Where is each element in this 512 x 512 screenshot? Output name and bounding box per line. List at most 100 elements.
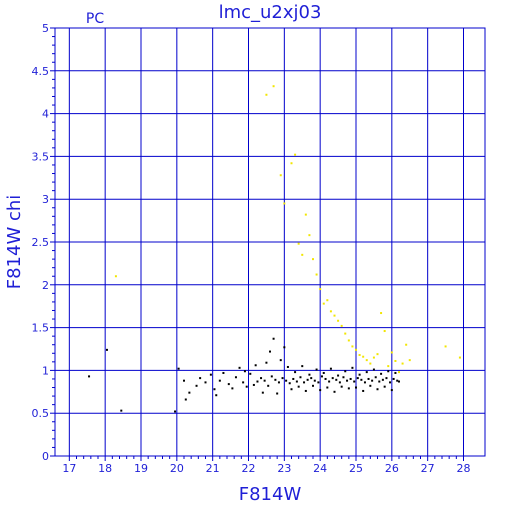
black-data-point [329,367,332,370]
black-data-point [294,371,297,374]
black-data-point [286,365,289,368]
black-data-point [328,380,331,383]
black-data-point [231,387,234,390]
black-data-point [274,378,277,381]
yellow-data-point [329,310,332,313]
black-data-point [310,377,313,380]
black-data-point [105,348,108,351]
black-data-point [342,376,345,379]
yellow-data-point [351,345,354,348]
x-tick-label: 25 [349,462,363,475]
yellow-data-point [365,359,368,362]
yellow-data-point [308,234,311,237]
black-data-point [276,392,279,395]
yellow-data-point [312,258,314,261]
corner-label: PC [86,11,104,27]
x-ticks-layer: 17 18 19 20 21 22 23 24 25 26 27 28 [62,456,471,475]
yellow-data-point [283,202,286,205]
yellow-data-point [347,339,350,342]
black-data-point [308,373,311,376]
y-tick-label: 1 [42,364,49,377]
black-data-point [385,377,388,380]
black-data-point [365,371,368,374]
black-data-point [215,394,218,397]
black-data-point [358,373,361,376]
black-data-point [188,391,191,394]
x-tick-label: 28 [457,462,471,475]
y-tick-label: 4.5 [32,65,50,78]
black-data-point [222,371,225,374]
yellow-data-point [272,85,275,88]
black-data-point [387,370,390,373]
black-data-point [337,374,340,377]
black-data-point [381,378,384,381]
black-data-point [277,381,280,384]
chart-title: lmc_u2xj03 [219,2,322,23]
black-data-point [283,346,286,349]
black-data-point [261,391,264,394]
black-data-point [265,361,268,364]
black-data-point [120,409,123,412]
black-data-point [349,377,352,380]
black-data-point [355,386,357,389]
yellow-data-point [380,312,383,315]
yellow-data-point [337,319,340,322]
black-data-point [380,372,383,375]
black-data-point [213,388,216,391]
black-data-point [301,365,304,368]
y-axis-label: F814W chi [4,195,25,290]
black-data-point [356,377,359,380]
yellow-data-point [301,253,304,256]
black-data-point [376,388,379,391]
black-data-point [252,383,255,386]
black-data-point [317,381,320,384]
black-data-point [292,377,295,380]
black-data-point [353,380,356,383]
x-tick-label: 20 [170,462,184,475]
yellow-data-point [265,93,268,96]
yellow-data-point [458,356,461,359]
black-data-point [227,383,230,386]
plot-frame [54,27,486,457]
black-data-point [378,380,381,383]
y-tick-label: 3.5 [32,150,50,163]
x-axis-label: F814W [239,484,302,505]
yellow-data-point [376,353,379,356]
black-data-point [195,384,198,387]
y-tick-label: 3 [42,193,49,206]
black-data-point [346,379,349,382]
black-data-point [347,387,350,390]
black-data-point [295,380,298,383]
yellow-data-point [390,351,393,354]
black-data-point [363,381,366,384]
black-data-point [177,367,180,370]
black-data-point [260,377,263,380]
black-data-point [335,378,338,381]
black-data-point [288,382,291,385]
black-data-point [394,371,397,374]
yellow-data-point [387,365,390,368]
black-data-point [209,373,212,376]
black-data-point [322,371,325,374]
x-tick-label: 27 [421,462,435,475]
y-tick-label: 4 [42,108,49,121]
black-data-point [392,377,395,380]
x-tick-label: 26 [385,462,399,475]
black-data-point [249,372,252,375]
yellow-data-point [294,153,297,156]
black-data-point [297,385,300,388]
black-data-point [344,370,347,373]
x-tick-label: 24 [313,462,327,475]
yellow-data-point [297,242,300,245]
yellow-data-point [401,362,404,365]
yellow-data-point [322,302,325,305]
black-data-point [238,366,241,369]
black-data-point [243,370,246,373]
black-data-point [372,368,375,371]
yellow-data-point [114,275,117,278]
y-ticks-layer: 0 0.5 1 1.5 2 2.5 3 3.5 4 4.5 5 [32,22,55,463]
yellow-data-point [290,162,293,165]
black-data-point [389,381,392,384]
black-data-point [312,384,314,387]
yellow-data-point [333,314,336,317]
